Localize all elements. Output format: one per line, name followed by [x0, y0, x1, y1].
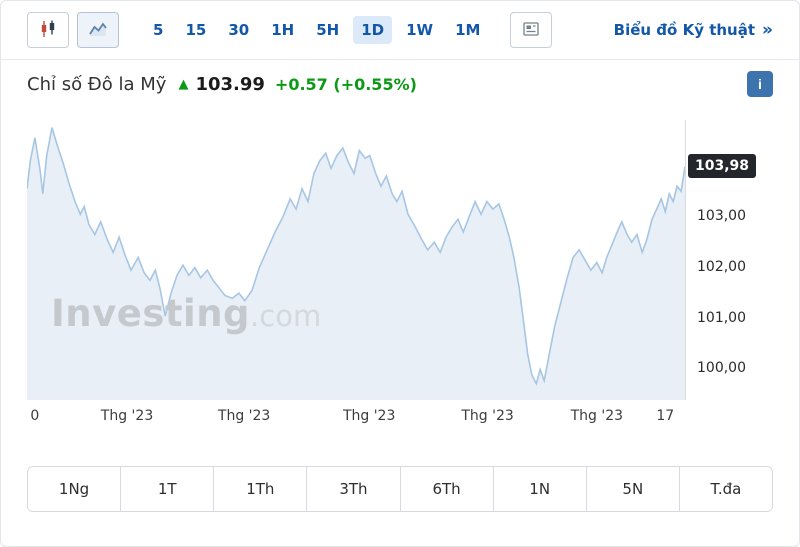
- range-selector: 1Ng 1T 1Th 3Th 6Th 1N 5N T.đa: [27, 466, 773, 512]
- line-chart-icon: [88, 19, 108, 42]
- range-5n[interactable]: 5N: [586, 467, 680, 511]
- interval-group: 5 15 30 1H 5H 1D 1W 1M: [145, 16, 488, 44]
- interval-5[interactable]: 5: [145, 16, 171, 44]
- y-axis: 103,98 103,00 102,00 101,00 100,00: [685, 120, 775, 400]
- x-tick-label: Thg '23: [100, 408, 154, 424]
- interval-1d[interactable]: 1D: [353, 16, 393, 44]
- change-percent: (+0.55%): [333, 74, 417, 94]
- y-axis-line: [685, 120, 686, 400]
- price-badge: 103,98: [688, 153, 757, 178]
- x-tick-label: 0: [30, 408, 40, 424]
- range-3th[interactable]: 3Th: [307, 467, 401, 511]
- technical-chart-label: Biểu đồ Kỹ thuật: [613, 21, 756, 39]
- info-button[interactable]: i: [747, 71, 773, 97]
- technical-chart-link[interactable]: Biểu đồ Kỹ thuật »: [614, 21, 773, 39]
- x-tick-label: Thg '23: [217, 408, 271, 424]
- price-change: +0.57 (+0.55%): [275, 75, 417, 94]
- area-fill: [27, 127, 685, 400]
- interval-1w[interactable]: 1W: [398, 16, 441, 44]
- y-tick-label: 102,00: [697, 258, 746, 275]
- chart-toolbar: 5 15 30 1H 5H 1D 1W 1M Biểu đồ Kỹ thuật …: [1, 1, 799, 60]
- interval-15[interactable]: 15: [177, 16, 214, 44]
- chart-svg[interactable]: [27, 120, 685, 400]
- interval-1h[interactable]: 1H: [263, 16, 302, 44]
- x-tick-label: Thg '23: [570, 408, 624, 424]
- line-chart-button[interactable]: [77, 12, 119, 48]
- last-price: 103.99: [195, 73, 265, 95]
- interval-5h[interactable]: 5H: [308, 16, 347, 44]
- news-view-button[interactable]: [510, 12, 553, 48]
- chevron-right-icon: »: [762, 19, 773, 40]
- change-absolute: +0.57: [274, 74, 328, 94]
- range-1t[interactable]: 1T: [121, 467, 215, 511]
- interval-30[interactable]: 30: [220, 16, 257, 44]
- x-tick-label: 17: [656, 408, 675, 424]
- range-6th[interactable]: 6Th: [400, 467, 494, 511]
- up-arrow-icon: ▲: [178, 76, 189, 92]
- y-tick-label: 101,00: [697, 309, 746, 326]
- chart-area: Investing .com 103,98 103,00 102,00 101,00…: [27, 120, 773, 438]
- news-icon: [521, 19, 541, 42]
- range-1n[interactable]: 1N: [493, 467, 587, 511]
- y-tick-label: 100,00: [697, 360, 746, 377]
- price-line: [27, 127, 685, 386]
- instrument-header: Chỉ số Đô la Mỹ ▲ 103.99 +0.57 (+0.55%) …: [1, 60, 799, 108]
- x-tick-label: Thg '23: [461, 408, 514, 424]
- x-tick-label: Thg '23: [342, 408, 396, 424]
- instrument-title: Chỉ số Đô la Mỹ: [27, 73, 167, 95]
- range-1ng[interactable]: 1Ng: [28, 467, 122, 511]
- x-axis: 0 Thg '23 Thg '23 Thg '23 Thg '23 Thg '23 17: [27, 408, 685, 428]
- candlestick-icon: [38, 19, 58, 42]
- y-tick-label: 103,00: [697, 207, 746, 224]
- candlestick-chart-button[interactable]: [27, 12, 69, 48]
- interval-1m[interactable]: 1M: [447, 16, 488, 44]
- range-1th[interactable]: 1Th: [214, 467, 308, 511]
- range-tda[interactable]: T.đa: [679, 467, 772, 511]
